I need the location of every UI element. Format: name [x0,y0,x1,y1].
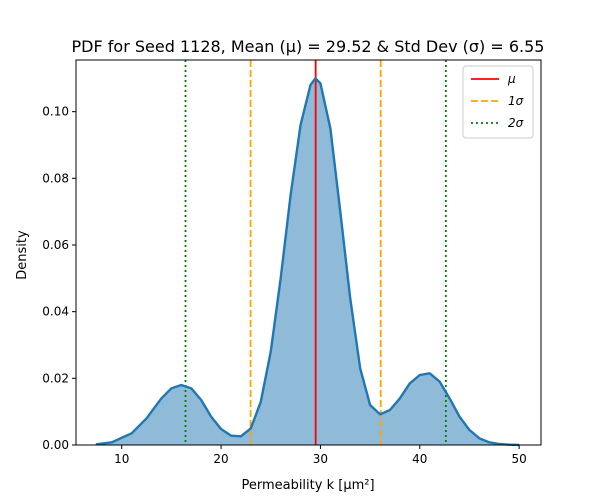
legend: μ 1σ 2σ [462,65,534,139]
y-tick-label: 0.00 [42,438,69,452]
axes-frame [75,59,542,446]
y-axis-label: Density [15,230,30,280]
y-tick-label: 0.10 [42,105,69,119]
density-curve [95,77,520,447]
x-axis-label: Permeability k [μm²] [241,478,374,493]
y-tick-label: 0.02 [42,371,69,385]
x-tick-label: 30 [313,452,328,466]
chart-title: PDF for Seed 1128, Mean (μ) = 29.52 & St… [72,37,545,56]
x-tick-label: 40 [412,452,427,466]
legend-label: 1σ [508,94,524,108]
y-tick-label: 0.04 [42,305,69,319]
legend-label: μ [507,72,516,86]
density-fill [95,78,520,445]
plot-area: 10 20 30 40 50 0.00 0.02 0.04 0.06 0.08 0.10 [42,59,542,466]
y-tick-label: 0.06 [42,238,69,252]
legend-box [462,65,534,139]
legend-label: 2σ [508,116,524,130]
x-tick-label: 20 [213,452,228,466]
x-tick-label: 50 [512,452,527,466]
y-tick-label: 0.08 [42,171,69,185]
x-tick-label: 10 [114,452,129,466]
